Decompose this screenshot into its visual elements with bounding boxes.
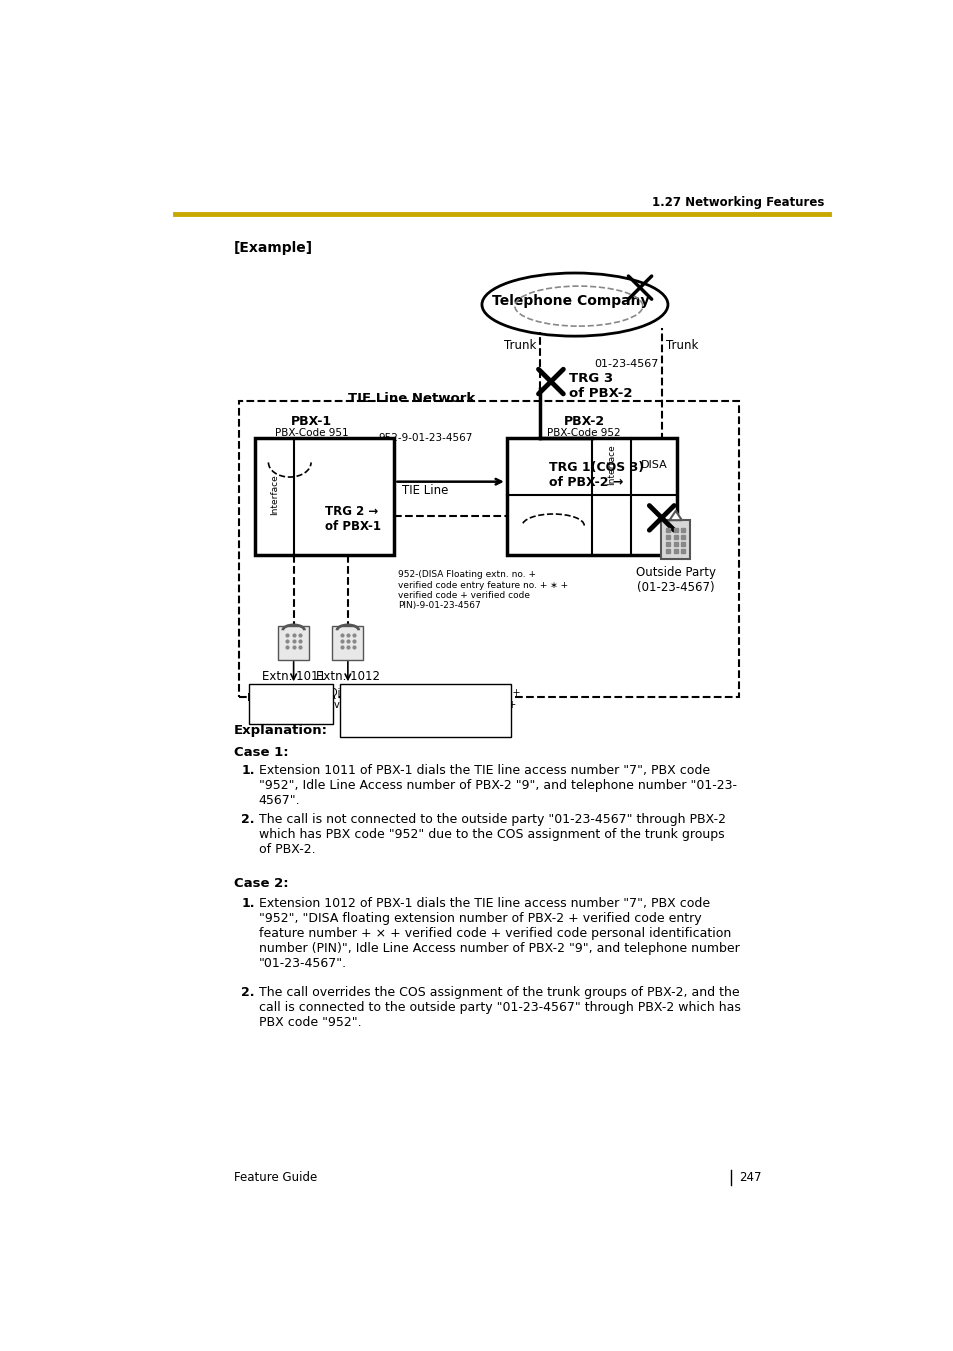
Bar [506,438,677,555]
Text: PBX-Code 952: PBX-Code 952 [547,428,620,438]
Text: TRG 3
of PBX-2: TRG 3 of PBX-2 [568,372,632,400]
Bar [249,684,333,724]
Text: 1.: 1. [241,897,254,911]
Text: TIE Line: TIE Line [402,484,448,497]
Text: Extn. 1011: Extn. 1011 [261,670,325,684]
Text: Case 2:: Case 2: [233,877,288,890]
Text: 247: 247 [739,1171,760,1185]
FancyBboxPatch shape [660,520,690,559]
Text: Trunk: Trunk [665,339,698,351]
Text: Extension 1012 of PBX-1 dials the TIE line access number "7", PBX code
"952", "D: Extension 1012 of PBX-1 dials the TIE li… [258,897,739,970]
Text: 952-9-01-23-4567: 952-9-01-23-4567 [377,434,472,443]
Text: DISA: DISA [640,459,667,470]
Bar [254,438,394,555]
Text: TRG 2 →
of PBX-1: TRG 2 → of PBX-1 [324,505,380,532]
FancyBboxPatch shape [278,626,309,661]
Text: 952-(DISA Floating extn. no. +
verified code entry feature no. + ∗ +
verified co: 952-(DISA Floating extn. no. + verified … [397,570,568,611]
Bar [239,401,739,697]
Text: The call overrides the COS assignment of the trunk groups of PBX-2, and the
call: The call overrides the COS assignment of… [258,986,740,1029]
FancyBboxPatch shape [332,626,363,661]
Text: Outside Party
(01-23-4567): Outside Party (01-23-4567) [635,566,715,594]
Text: Dials "7-952-9-01-
23-4567".: Dials "7-952-9-01- 23-4567". [247,693,335,715]
Text: PBX-1: PBX-1 [291,415,332,428]
Text: Trunk: Trunk [503,339,536,351]
Text: Feature Guide: Feature Guide [233,1171,316,1185]
Text: Extension 1011 of PBX-1 dials the TIE line access number "7", PBX code
"952", Id: Extension 1011 of PBX-1 dials the TIE li… [258,765,736,808]
Text: Interface: Interface [270,474,278,515]
Ellipse shape [481,273,667,336]
Text: Case 1:: Case 1: [233,746,288,759]
Text: PBX-Code 951: PBX-Code 951 [274,428,348,438]
Text: 1.27 Networking Features: 1.27 Networking Features [652,196,823,209]
Text: 01-23-4567: 01-23-4567 [594,359,658,369]
Text: PBX-2: PBX-2 [563,415,604,428]
Text: Dials "7-952-(DISA Floating extn. no. +
verified code entry feature no. + ∗ +
ve: Dials "7-952-(DISA Floating extn. no. + … [330,688,520,732]
Bar [340,684,510,736]
Text: 2.: 2. [241,986,254,998]
Text: Interface: Interface [606,444,616,485]
Text: 1.: 1. [241,765,254,777]
Polygon shape [669,511,681,520]
Text: Telephone Company: Telephone Company [492,293,649,308]
Text: 2.: 2. [241,813,254,825]
Text: The call is not connected to the outside party "01-23-4567" through PBX-2
which : The call is not connected to the outside… [258,813,725,855]
Text: TIE Line Network: TIE Line Network [348,392,475,405]
Text: Explanation:: Explanation: [233,724,328,738]
Text: Extn. 1012: Extn. 1012 [315,670,379,684]
Text: [Example]: [Example] [233,240,313,254]
Text: TRG 1(COS 3)
of PBX-2 →: TRG 1(COS 3) of PBX-2 → [549,461,644,489]
